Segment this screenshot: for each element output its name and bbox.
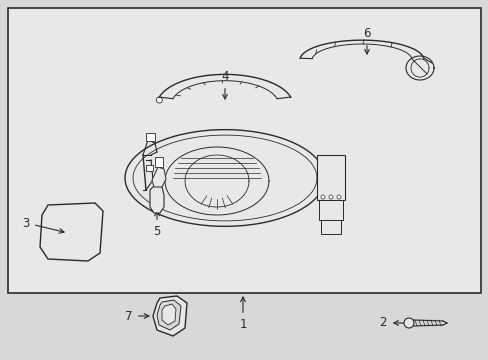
Bar [320, 220, 340, 234]
Bar [8, 8, 480, 293]
Polygon shape [153, 296, 186, 336]
Bar [318, 200, 342, 220]
Text: 5: 5 [153, 211, 161, 238]
Text: 3: 3 [22, 216, 64, 233]
Circle shape [328, 195, 332, 199]
Circle shape [320, 195, 325, 199]
Bar [146, 133, 155, 141]
Text: 2: 2 [379, 316, 406, 329]
Text: 7: 7 [125, 310, 149, 323]
Text: 4: 4 [221, 70, 228, 99]
Polygon shape [157, 300, 181, 330]
Polygon shape [150, 185, 163, 213]
Polygon shape [162, 304, 176, 325]
Circle shape [403, 318, 413, 328]
Bar [155, 157, 163, 167]
Circle shape [336, 195, 340, 199]
Circle shape [156, 97, 162, 103]
Polygon shape [40, 203, 103, 261]
Text: 1: 1 [239, 297, 246, 331]
Bar [146, 165, 153, 171]
Bar [316, 155, 345, 200]
Text: 6: 6 [363, 27, 370, 54]
Polygon shape [152, 167, 165, 187]
